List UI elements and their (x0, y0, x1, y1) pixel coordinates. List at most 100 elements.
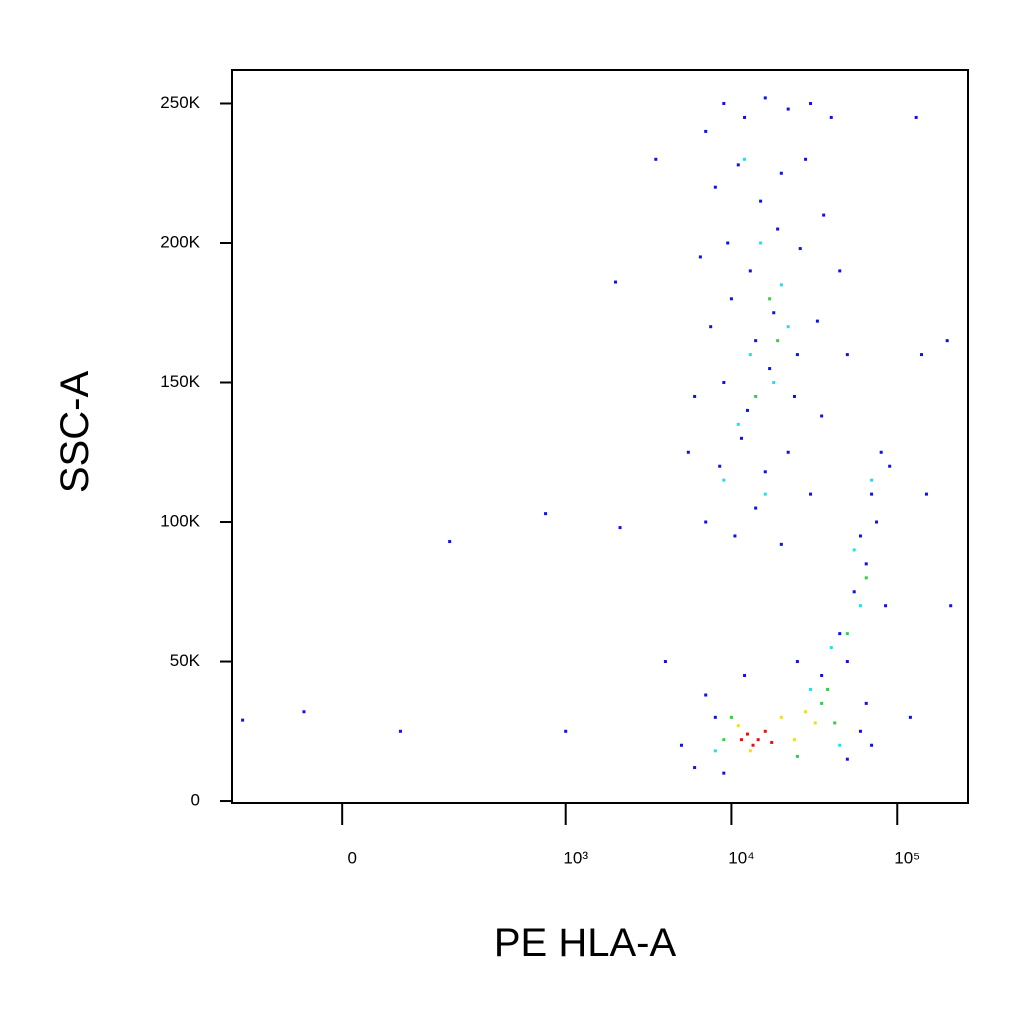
point (763, 96, 767, 100)
x-tick-label: 0 (347, 848, 356, 867)
point (813, 721, 817, 725)
point (759, 199, 763, 203)
point (798, 247, 802, 251)
point (864, 576, 868, 580)
point (302, 710, 306, 714)
point (804, 710, 808, 714)
point (751, 743, 755, 747)
point (763, 470, 767, 474)
point (398, 729, 402, 733)
y-tick-label: 200K (160, 232, 200, 251)
point (733, 534, 737, 538)
point (792, 738, 796, 742)
point (845, 353, 849, 357)
point (745, 732, 749, 736)
point (722, 381, 726, 385)
y-tick-label: 0 (191, 791, 200, 810)
point (713, 749, 717, 753)
point (713, 185, 717, 189)
point (949, 604, 953, 608)
point (858, 534, 862, 538)
point (888, 464, 892, 468)
point (693, 766, 697, 770)
point (743, 115, 747, 119)
point (759, 241, 763, 245)
plot-frame (231, 69, 969, 804)
point (779, 171, 783, 175)
point (722, 771, 726, 775)
point (815, 319, 819, 323)
point (914, 115, 918, 119)
point (748, 353, 752, 357)
point (820, 673, 824, 677)
point (884, 604, 888, 608)
point (779, 542, 783, 546)
point (448, 540, 452, 544)
point (852, 590, 856, 594)
point (809, 492, 813, 496)
point (729, 297, 733, 301)
point (864, 562, 868, 566)
point (654, 157, 658, 161)
point (833, 721, 837, 725)
point (864, 701, 868, 705)
x-tick-label: 10⁵ (894, 848, 920, 867)
point (718, 464, 722, 468)
point (870, 492, 874, 496)
point (736, 422, 740, 426)
point (754, 394, 758, 398)
point (858, 604, 862, 608)
point (875, 520, 879, 524)
point (763, 492, 767, 496)
x-tick-label: 10⁴ (728, 848, 754, 867)
point (739, 436, 743, 440)
point (693, 394, 697, 398)
x-axis-label: PE HLA-A (494, 921, 677, 965)
point (748, 749, 752, 753)
point (820, 701, 824, 705)
point (786, 107, 790, 111)
point (858, 729, 862, 733)
point (945, 339, 949, 343)
point (768, 367, 772, 371)
point (809, 687, 813, 691)
x-tick-label: 10³ (563, 848, 588, 867)
point (736, 724, 740, 728)
point (772, 311, 776, 315)
point (820, 414, 824, 418)
point (870, 743, 874, 747)
point (924, 492, 928, 496)
point (838, 632, 842, 636)
point (838, 269, 842, 273)
point (618, 526, 622, 530)
point (729, 715, 733, 719)
point (852, 548, 856, 552)
point (879, 450, 883, 454)
point (776, 339, 780, 343)
point (838, 743, 842, 747)
point (722, 478, 726, 482)
point (663, 660, 667, 664)
y-tick-label: 150K (160, 372, 200, 391)
point (795, 353, 799, 357)
point (809, 101, 813, 105)
point (845, 660, 849, 664)
point (713, 715, 717, 719)
point (768, 297, 772, 301)
point (845, 757, 849, 761)
point (804, 157, 808, 161)
point (795, 754, 799, 758)
point (779, 715, 783, 719)
point (795, 660, 799, 664)
y-axis-label: SSC-A (53, 371, 97, 494)
point (822, 213, 826, 217)
point (726, 241, 730, 245)
point (829, 115, 833, 119)
point (763, 729, 767, 733)
point (756, 738, 760, 742)
y-tick-label: 50K (170, 651, 201, 670)
point (544, 512, 548, 516)
point (704, 520, 708, 524)
point (739, 738, 743, 742)
y-tick-label: 100K (160, 512, 200, 531)
